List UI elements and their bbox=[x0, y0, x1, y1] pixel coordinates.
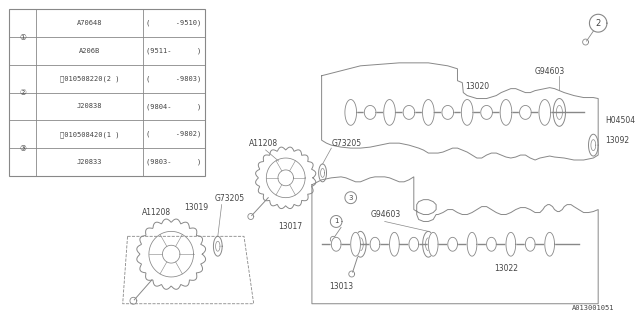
Polygon shape bbox=[422, 100, 434, 125]
Polygon shape bbox=[384, 100, 396, 125]
Text: ①: ① bbox=[19, 33, 26, 42]
Text: A206B: A206B bbox=[79, 48, 100, 54]
Polygon shape bbox=[403, 106, 415, 119]
Text: A013001051: A013001051 bbox=[572, 305, 614, 311]
Polygon shape bbox=[525, 237, 535, 251]
Text: 13022: 13022 bbox=[494, 264, 518, 273]
Text: (      -9802): ( -9802) bbox=[147, 131, 202, 138]
Text: 1: 1 bbox=[334, 219, 339, 224]
Polygon shape bbox=[481, 106, 492, 119]
Polygon shape bbox=[506, 232, 516, 256]
Polygon shape bbox=[448, 237, 458, 251]
Polygon shape bbox=[500, 100, 512, 125]
Text: 3: 3 bbox=[348, 195, 353, 201]
Polygon shape bbox=[461, 100, 473, 125]
Polygon shape bbox=[539, 100, 550, 125]
Text: A11208: A11208 bbox=[249, 139, 278, 148]
Text: G73205: G73205 bbox=[332, 139, 362, 148]
Text: ③: ③ bbox=[19, 144, 26, 153]
Polygon shape bbox=[370, 237, 380, 251]
Polygon shape bbox=[364, 106, 376, 119]
Polygon shape bbox=[442, 106, 454, 119]
Text: A70648: A70648 bbox=[77, 20, 102, 26]
Text: J20838: J20838 bbox=[77, 103, 102, 109]
Text: 2: 2 bbox=[596, 19, 601, 28]
Polygon shape bbox=[351, 232, 360, 256]
Bar bbox=[9, 9, 205, 176]
Text: Ⓑ010508220(2 ): Ⓑ010508220(2 ) bbox=[60, 76, 120, 82]
Polygon shape bbox=[332, 237, 341, 251]
Polygon shape bbox=[467, 232, 477, 256]
Polygon shape bbox=[545, 232, 554, 256]
Text: J20833: J20833 bbox=[77, 159, 102, 165]
Text: (9803-      ): (9803- ) bbox=[147, 159, 202, 165]
Text: (      -9803): ( -9803) bbox=[147, 76, 202, 82]
Text: A11208: A11208 bbox=[142, 209, 172, 218]
Text: 13017: 13017 bbox=[278, 222, 303, 231]
Text: 13019: 13019 bbox=[184, 203, 208, 212]
Text: G94603: G94603 bbox=[534, 67, 564, 76]
Polygon shape bbox=[409, 237, 419, 251]
Text: 13020: 13020 bbox=[465, 82, 489, 91]
Text: G73205: G73205 bbox=[215, 194, 245, 203]
Text: H04504: H04504 bbox=[605, 116, 635, 125]
Text: ②: ② bbox=[19, 88, 26, 97]
Polygon shape bbox=[390, 232, 399, 256]
Text: (      -9510): ( -9510) bbox=[147, 20, 202, 27]
Text: G94603: G94603 bbox=[370, 211, 401, 220]
Polygon shape bbox=[486, 237, 496, 251]
Polygon shape bbox=[520, 106, 531, 119]
Polygon shape bbox=[428, 232, 438, 256]
Text: (9804-      ): (9804- ) bbox=[147, 103, 202, 110]
Polygon shape bbox=[345, 100, 356, 125]
Text: 13092: 13092 bbox=[605, 136, 629, 145]
Text: (9511-      ): (9511- ) bbox=[147, 48, 202, 54]
Text: 13013: 13013 bbox=[329, 282, 353, 291]
Text: Ⓑ010508420(1 ): Ⓑ010508420(1 ) bbox=[60, 131, 120, 138]
